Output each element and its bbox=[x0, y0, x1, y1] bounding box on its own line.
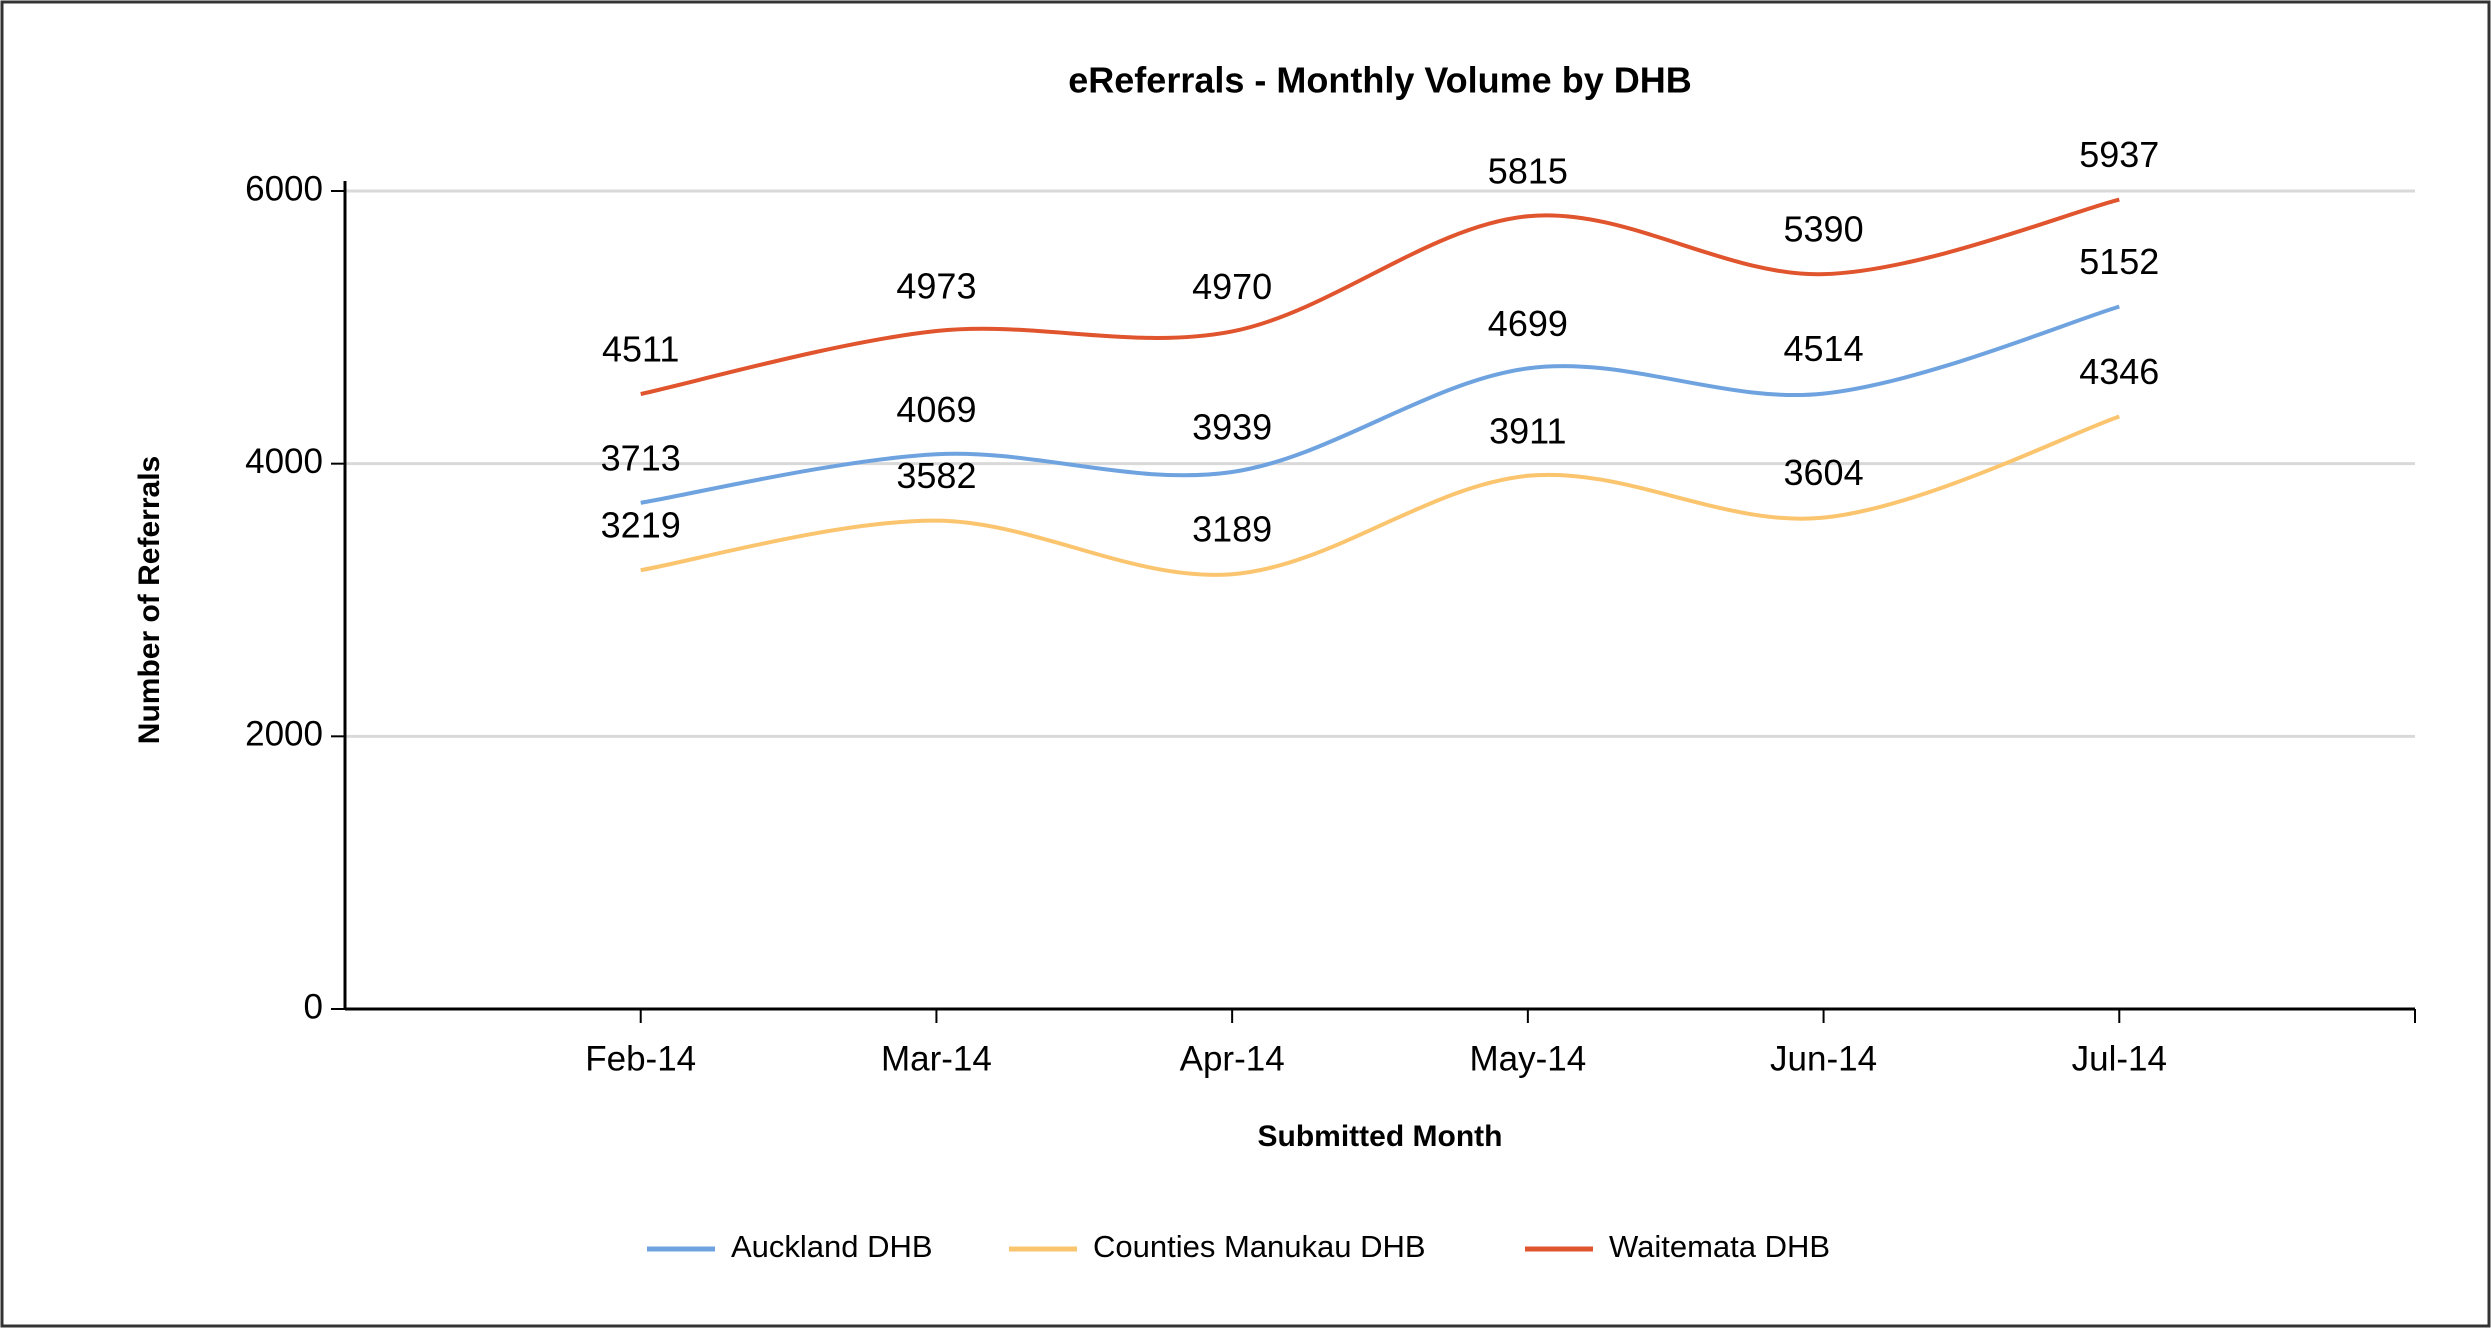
chart-title: eReferrals - Monthly Volume by DHB bbox=[1068, 60, 1691, 101]
series-line bbox=[640, 304, 2120, 505]
data-label: 4514 bbox=[1784, 328, 1864, 369]
x-tick-label: Jun-14 bbox=[1770, 1039, 1877, 1078]
series-line bbox=[640, 197, 2120, 396]
data-label: 4970 bbox=[1192, 266, 1272, 307]
data-label: 4511 bbox=[602, 329, 679, 370]
legend-label: Counties Manukau DHB bbox=[1093, 1229, 1426, 1264]
y-tick-label: 6000 bbox=[245, 169, 323, 208]
data-label: 3713 bbox=[601, 437, 681, 478]
data-label: 3911 bbox=[1489, 410, 1566, 451]
data-label: 4699 bbox=[1488, 303, 1568, 344]
legend-label: Auckland DHB bbox=[731, 1229, 933, 1264]
y-tick-label: 4000 bbox=[245, 442, 323, 481]
data-label: 3189 bbox=[1192, 509, 1272, 550]
data-label: 3582 bbox=[896, 455, 976, 496]
legend-label: Waitemata DHB bbox=[1609, 1229, 1830, 1264]
y-tick-label: 2000 bbox=[245, 715, 323, 754]
x-tick-label: Jul-14 bbox=[2072, 1039, 2167, 1078]
x-tick-label: Apr-14 bbox=[1180, 1039, 1285, 1078]
data-label: 4069 bbox=[896, 389, 976, 430]
data-label: 4346 bbox=[2079, 351, 2159, 392]
data-label: 5152 bbox=[2079, 241, 2159, 282]
data-label: 3219 bbox=[601, 505, 681, 546]
data-label: 3604 bbox=[1784, 452, 1864, 493]
x-tick-label: Mar-14 bbox=[881, 1039, 992, 1078]
data-label: 5815 bbox=[1488, 151, 1568, 192]
data-label: 5937 bbox=[2079, 134, 2159, 175]
y-tick-label: 0 bbox=[304, 987, 323, 1026]
series-line bbox=[640, 414, 2120, 577]
data-label: 4973 bbox=[896, 266, 976, 307]
y-axis-label: Number of Referrals bbox=[133, 456, 166, 744]
x-axis-label: Submitted Month bbox=[1258, 1120, 1503, 1153]
x-tick-label: Feb-14 bbox=[585, 1039, 696, 1078]
x-tick-label: May-14 bbox=[1469, 1039, 1586, 1078]
data-label: 5390 bbox=[1784, 209, 1864, 250]
data-label: 3939 bbox=[1192, 406, 1272, 447]
